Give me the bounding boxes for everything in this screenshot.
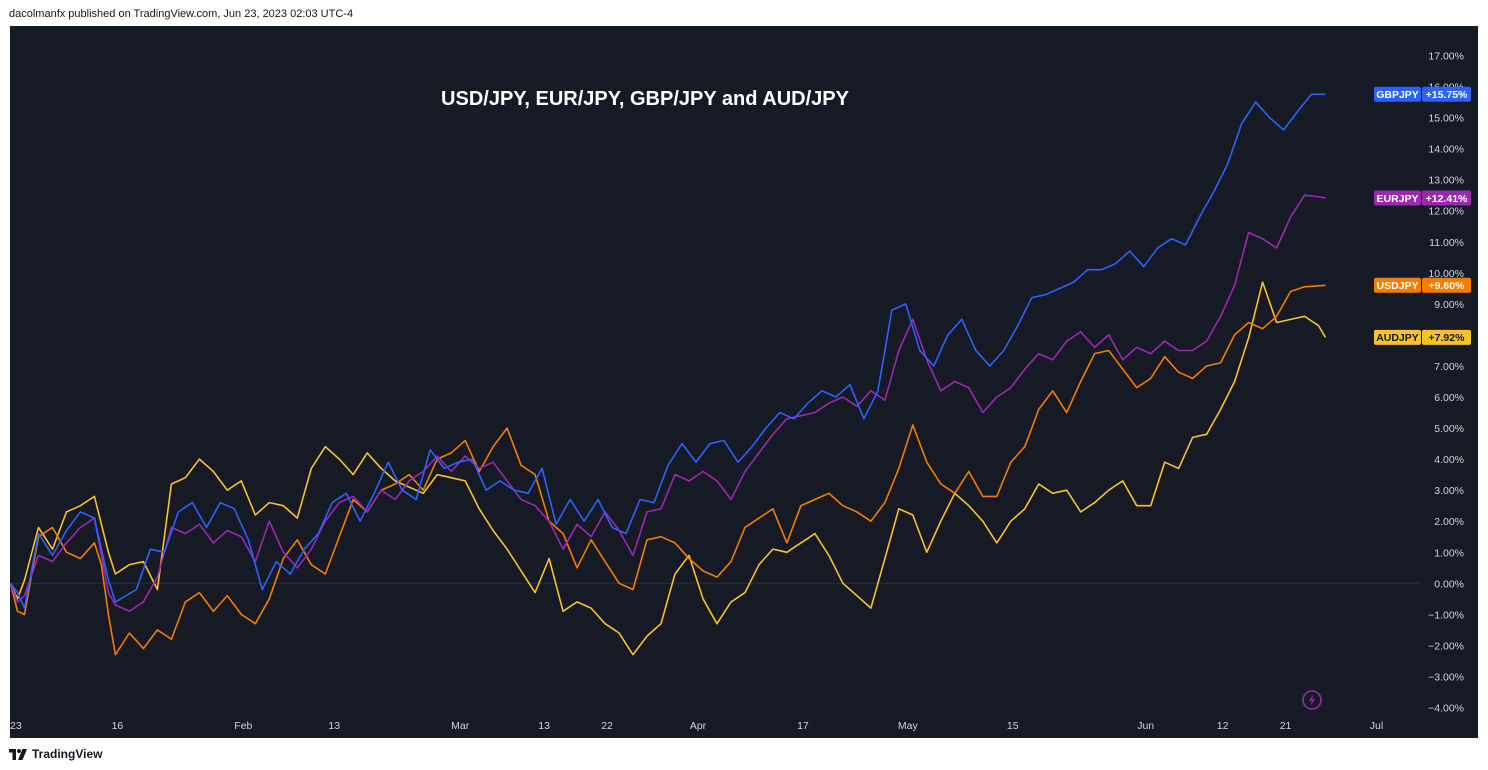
y-tick-label: 15.00% — [1428, 113, 1464, 125]
y-tick-label: 12.00% — [1428, 206, 1464, 218]
footer: TradingView — [0, 738, 1488, 770]
x-tick-label: 13 — [538, 720, 550, 732]
x-tick-label: May — [898, 720, 919, 732]
publisher-header: dacolmanfx published on TradingView.com,… — [0, 0, 1488, 26]
badge-name-bg — [1374, 190, 1421, 206]
series-badges: GBPJPY +15.75% EURJPY +12.41% USDJPY +9.60% AU… — [1374, 86, 1471, 345]
series-line-audjpy[interactable] — [9, 281, 1327, 656]
x-tick-label: 15 — [1007, 720, 1019, 732]
badge-value: +9.60% — [1429, 280, 1466, 292]
y-tick-label: 4.00% — [1434, 454, 1464, 466]
series-lines — [9, 93, 1327, 656]
y-tick-label: 3.00% — [1434, 485, 1464, 497]
x-tick-label: 12 — [1217, 720, 1229, 732]
x-tick-label: Jul — [1370, 720, 1383, 732]
series-line-eurjpy[interactable] — [9, 194, 1326, 613]
badge-gbpjpy[interactable]: GBPJPY +15.75% — [1374, 86, 1471, 102]
publisher-text: dacolmanfx published on TradingView.com,… — [9, 8, 354, 20]
badge-value: +12.41% — [1426, 193, 1468, 205]
badge-name: GBPJPY — [1376, 89, 1419, 101]
badge-name: EURJPY — [1376, 193, 1418, 205]
badge-value: +7.92% — [1429, 332, 1466, 344]
tradingview-logo-text: TradingView — [32, 747, 103, 761]
y-tick-label: 11.00% — [1429, 237, 1464, 249]
y-tick-label: −1.00% — [1428, 609, 1464, 621]
badge-name-bg — [1374, 86, 1421, 102]
series-line-gbpjpy[interactable] — [9, 93, 1326, 609]
x-tick-label: 23 — [10, 720, 22, 732]
tradingview-logo[interactable]: TradingView — [9, 747, 102, 761]
chart-title: USD/JPY, EUR/JPY, GBP/JPY and AUD/JPY — [441, 88, 850, 110]
badge-value-bg — [1422, 190, 1471, 206]
badge-name-bg — [1374, 329, 1421, 345]
x-tick-label: Mar — [451, 720, 470, 732]
y-tick-label: 9.00% — [1434, 299, 1464, 311]
tradingview-logo-icon — [9, 748, 27, 760]
y-tick-label: −2.00% — [1428, 640, 1464, 652]
y-tick-label: −4.00% — [1428, 703, 1464, 715]
x-axis[interactable]: 23 16 Feb 13 Mar 13 22 Apr 17 May 15 Jun 12 21 Jul — [10, 720, 1383, 732]
x-tick-label: Feb — [234, 720, 252, 732]
y-tick-label: −3.00% — [1428, 671, 1464, 683]
y-tick-label: 7.00% — [1434, 361, 1464, 373]
x-tick-label: 22 — [601, 720, 613, 732]
y-axis[interactable]: 17.00%16.00%15.00%14.00%13.00%12.00%11.0… — [1428, 51, 1464, 715]
y-tick-label: 17.00% — [1428, 51, 1464, 63]
y-tick-label: 0.00% — [1434, 578, 1464, 590]
x-tick-label: 13 — [328, 720, 340, 732]
badge-value: +15.75% — [1426, 89, 1468, 101]
badge-value-bg — [1422, 86, 1471, 102]
line-chart[interactable]: 17.00%16.00%15.00%14.00%13.00%12.00%11.0… — [9, 26, 1478, 738]
badge-eurjpy[interactable]: EURJPY +12.41% — [1374, 190, 1471, 206]
x-tick-label: 21 — [1280, 720, 1292, 732]
y-tick-label: 14.00% — [1428, 144, 1464, 156]
chart-panel[interactable]: 17.00%16.00%15.00%14.00%13.00%12.00%11.0… — [9, 26, 1478, 738]
lightning-icon[interactable] — [1302, 690, 1322, 710]
y-tick-label: 5.00% — [1434, 423, 1464, 435]
badge-name: USDJPY — [1376, 280, 1418, 292]
y-tick-label: 13.00% — [1428, 175, 1464, 187]
x-tick-label: 17 — [797, 720, 809, 732]
y-tick-label: 10.00% — [1428, 268, 1464, 280]
series-line-usdjpy[interactable] — [9, 284, 1326, 656]
badge-value-bg — [1422, 277, 1471, 293]
badge-audjpy[interactable]: AUDJPY +7.92% — [1374, 329, 1471, 345]
x-tick-label: Apr — [690, 720, 707, 732]
y-tick-label: 6.00% — [1434, 392, 1464, 404]
y-tick-label: 1.00% — [1434, 547, 1464, 559]
x-tick-label: Jun — [1137, 720, 1154, 732]
badge-name-bg — [1374, 277, 1421, 293]
badge-usdjpy[interactable]: USDJPY +9.60% — [1374, 277, 1471, 293]
badge-name: AUDJPY — [1376, 332, 1419, 344]
badge-value-bg — [1422, 329, 1471, 345]
y-tick-label: 2.00% — [1434, 516, 1464, 528]
x-tick-label: 16 — [112, 720, 124, 732]
